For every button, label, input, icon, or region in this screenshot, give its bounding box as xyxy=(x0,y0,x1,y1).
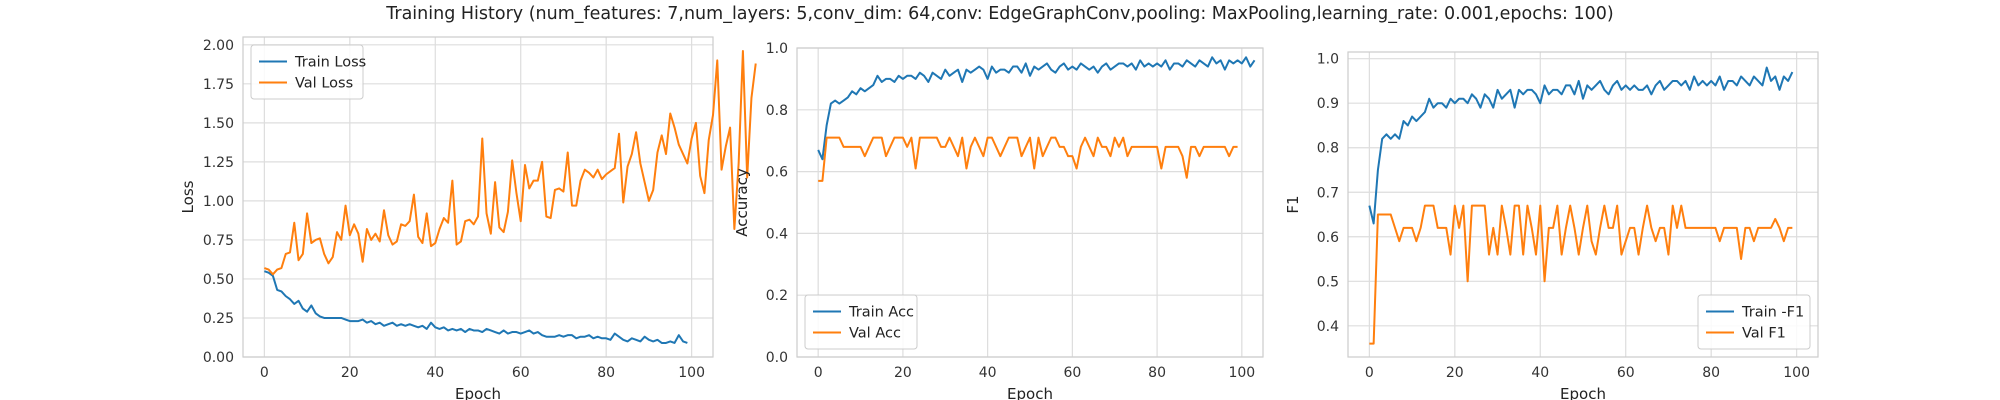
y-tick-label: 1.0 xyxy=(1317,52,1339,68)
x-tick-label: 40 xyxy=(979,365,997,381)
y-tick-label: 0.4 xyxy=(766,226,788,242)
series-line-val-f1 xyxy=(1369,204,1793,345)
series-line-train-acc xyxy=(817,56,1256,161)
legend-label-train-acc: Train Acc xyxy=(848,305,914,321)
x-tick-label: 20 xyxy=(1446,365,1464,381)
legend-box xyxy=(804,294,918,350)
y-tick-label: 1.25 xyxy=(203,155,234,171)
legend: Train Loss Val Loss xyxy=(250,44,366,100)
x-tick-label: 20 xyxy=(894,365,912,381)
y-tick-label: 0.9 xyxy=(1317,96,1339,112)
x-tick-label: 100 xyxy=(1228,365,1255,381)
legend-label-val-acc: Val Acc xyxy=(849,326,901,342)
y-tick-label: 0.8 xyxy=(766,103,788,119)
x-tick-label: 40 xyxy=(1531,365,1549,381)
y-axis-label: Loss xyxy=(179,180,197,213)
axes-frame xyxy=(1347,51,1819,358)
x-tick-label: 0 xyxy=(814,365,823,381)
legend-box xyxy=(1697,294,1811,350)
x-tick-label: 100 xyxy=(1783,365,1810,381)
x-tick-label: 60 xyxy=(1617,365,1635,381)
x-tick-label: 40 xyxy=(426,365,444,381)
y-axis-label: Accuracy xyxy=(733,168,751,237)
y-tick-label: 1.75 xyxy=(203,77,234,93)
legend: Train Acc Val Acc xyxy=(804,294,918,350)
accuracy-subplot: 0 20 40 60 80 100 0.0 0.2 0.4 0.6 0.8 1.0 Epoch Accur… xyxy=(733,41,1264,400)
series-line-train-loss xyxy=(264,270,688,344)
axes-frame xyxy=(796,47,1264,358)
x-tick-label: 60 xyxy=(512,365,530,381)
y-tick-label: 0.4 xyxy=(1317,319,1339,335)
axes-frame xyxy=(242,36,714,358)
y-tick-label: 0.00 xyxy=(203,350,234,366)
series-line-train-f1 xyxy=(1368,66,1794,225)
legend: Train -F1 Val F1 xyxy=(1697,294,1811,350)
y-tick-label: 0.75 xyxy=(203,233,234,249)
f1-subplot: 0 20 40 60 80 100 0.4 0.5 0.6 0.7 0.8 0.9 1.0 Epoch F1… xyxy=(1284,51,1819,400)
loss-subplot: 0 20 40 60 80 100 0.00 0.25 0.50 0.75 1.00 1.25 1.50… xyxy=(179,36,757,400)
legend-box xyxy=(250,44,364,100)
y-tick-label: 0.6 xyxy=(766,165,788,181)
series-line-val-acc xyxy=(818,136,1238,182)
x-axis-label: Epoch xyxy=(1560,385,1606,400)
y-tick-label: 1.50 xyxy=(203,116,234,132)
x-axis-label: Epoch xyxy=(1007,385,1053,400)
legend-label-val-loss: Val Loss xyxy=(295,76,353,92)
legend-label-val-f1: Val F1 xyxy=(1742,326,1786,342)
y-tick-label: 0.7 xyxy=(1317,185,1339,201)
x-tick-label: 60 xyxy=(1063,365,1081,381)
y-tick-label: 0.2 xyxy=(766,288,788,304)
x-tick-label: 80 xyxy=(1148,365,1166,381)
legend-label-train-loss: Train Loss xyxy=(294,55,366,71)
y-tick-label: 2.00 xyxy=(203,38,234,54)
x-tick-label: 100 xyxy=(678,365,705,381)
y-tick-label: 0.25 xyxy=(203,311,234,327)
x-tick-label: 80 xyxy=(1702,365,1720,381)
y-tick-label: 0.5 xyxy=(1317,274,1339,290)
legend-label-train-f1: Train -F1 xyxy=(1741,305,1804,321)
x-axis-label: Epoch xyxy=(455,385,501,400)
series-line-val-loss xyxy=(264,50,757,276)
y-tick-label: 0.50 xyxy=(203,272,234,288)
y-tick-label: 1.0 xyxy=(766,41,788,57)
x-tick-label: 0 xyxy=(1365,365,1374,381)
figure-title: Training History (num_features: 7,num_la… xyxy=(386,4,1614,24)
x-tick-label: 20 xyxy=(341,365,359,381)
x-tick-label: 0 xyxy=(260,365,269,381)
y-tick-label: 1.00 xyxy=(203,194,234,210)
y-axis-label: F1 xyxy=(1284,195,1302,213)
x-tick-label: 80 xyxy=(597,365,615,381)
y-tick-label: 0.8 xyxy=(1317,141,1339,157)
y-tick-label: 0.0 xyxy=(766,350,788,366)
y-tick-label: 0.6 xyxy=(1317,230,1339,246)
